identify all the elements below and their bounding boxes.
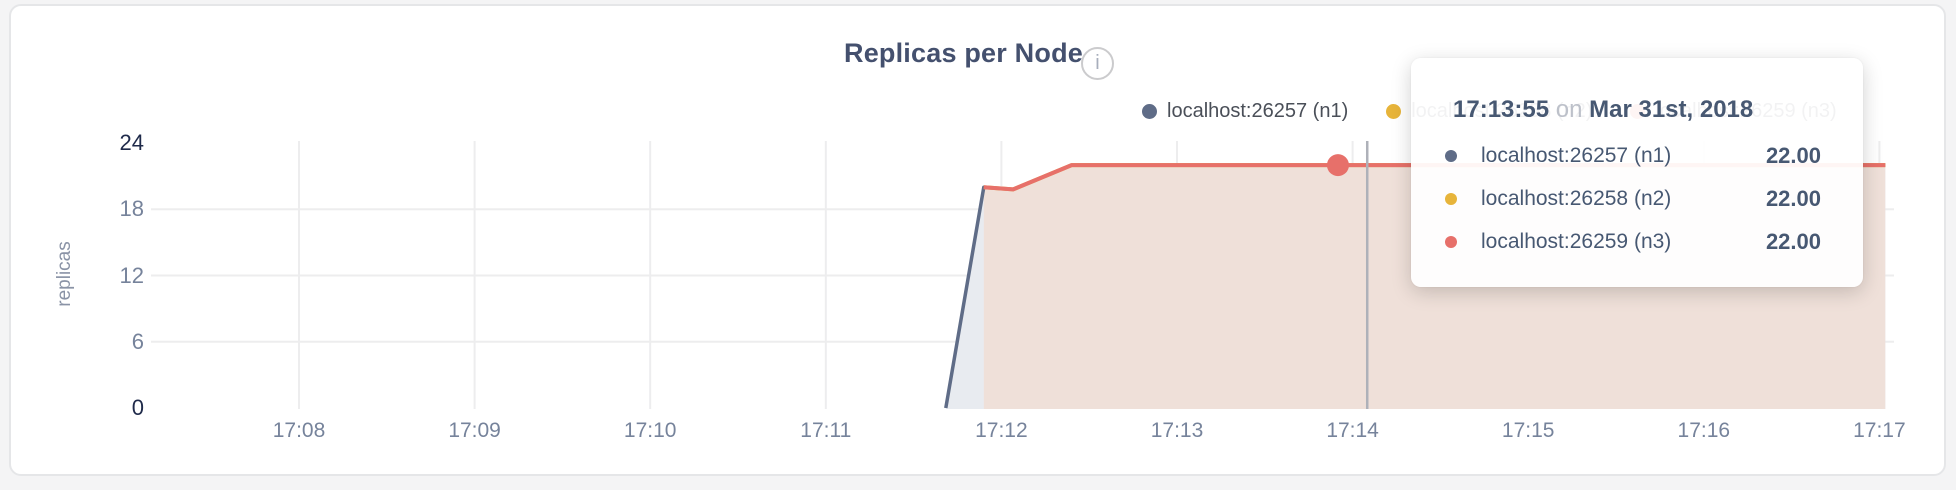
- y-axis-title: replicas: [54, 241, 75, 307]
- tooltip-series-value: 22.00: [1765, 185, 1821, 211]
- tooltip-row: localhost:26257 (n1) 22.00: [1445, 134, 1821, 177]
- tooltip-rows: localhost:26257 (n1) 22.00 localhost:26258…: [1445, 134, 1821, 263]
- legend-dot-icon: [1386, 104, 1402, 119]
- chart-card: Replicas per Node i replicas 0 6 12 18 24 17…: [9, 4, 1946, 476]
- tooltip-series-label: localhost:26257 (n1): [1481, 143, 1672, 167]
- tooltip-series-dot-icon: [1445, 149, 1457, 162]
- tooltip-series-dot-icon: [1445, 192, 1457, 205]
- tooltip-header: 17:13:55 on Mar 31st, 2018: [1453, 96, 1821, 124]
- hover-tooltip: 17:13:55 on Mar 31st, 2018 localhost:262…: [1411, 58, 1863, 287]
- tooltip-connector: on: [1555, 96, 1583, 123]
- tooltip-date: Mar 31st, 2018: [1589, 96, 1754, 123]
- tooltip-time: 17:13:55: [1453, 96, 1550, 123]
- legend-label: localhost:26257 (n1): [1167, 100, 1349, 122]
- tooltip-row: localhost:26258 (n2) 22.00: [1445, 177, 1821, 220]
- tooltip-row: localhost:26259 (n3) 22.00: [1445, 220, 1821, 263]
- legend-item[interactable]: localhost:26257 (n1): [1142, 100, 1348, 123]
- legend-dot-icon: [1142, 104, 1157, 119]
- tooltip-series-label: localhost:26258 (n2): [1481, 186, 1672, 210]
- info-icon[interactable]: i: [1081, 47, 1114, 80]
- tooltip-series-value: 22.00: [1765, 228, 1821, 254]
- tooltip-series-label: localhost:26259 (n3): [1481, 229, 1672, 253]
- tooltip-series-value: 22.00: [1765, 142, 1821, 168]
- tooltip-series-dot-icon: [1445, 235, 1457, 248]
- chart-title: Replicas per Node: [844, 38, 1083, 68]
- hover-dot: [1326, 154, 1349, 177]
